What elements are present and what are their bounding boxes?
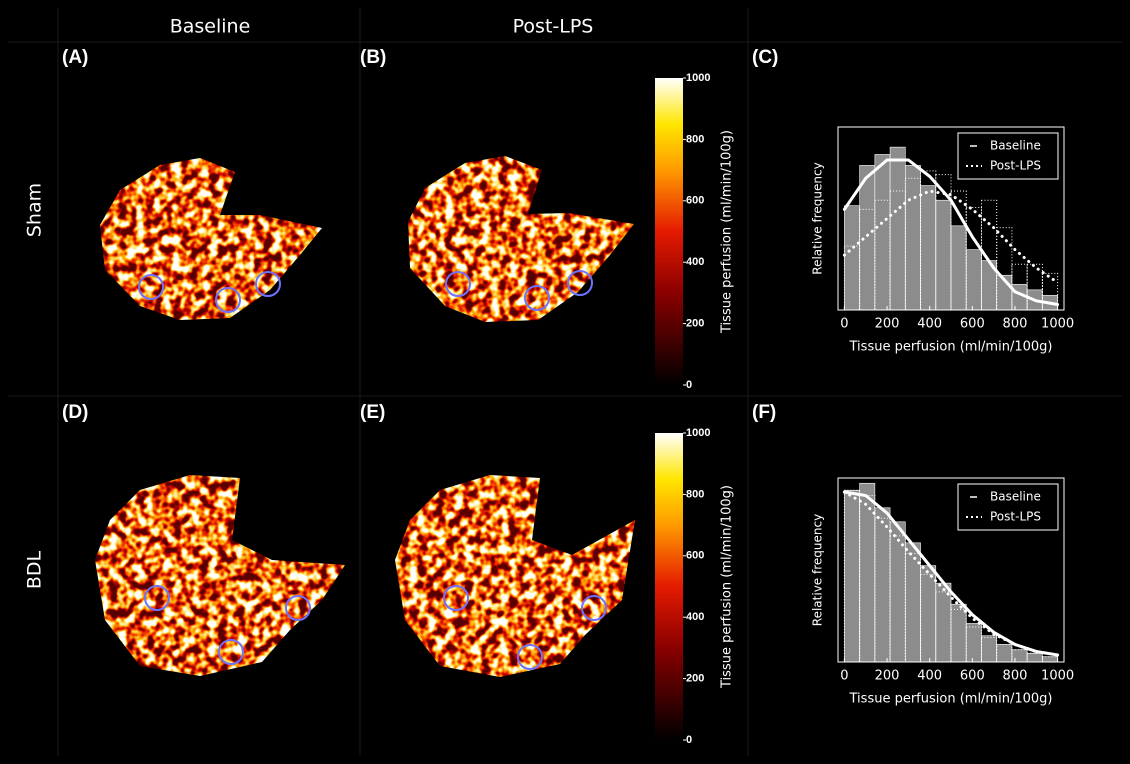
x-tick-label: 0 — [840, 669, 848, 684]
x-tick-label: 0 — [840, 317, 848, 332]
plot-frame — [837, 126, 1065, 311]
panel-grid — [8, 8, 1122, 756]
colorbar-tick-label: 0 — [686, 734, 692, 746]
x-tick-label: 800 — [1003, 669, 1028, 684]
legend-box — [957, 132, 1059, 180]
histogram-bar — [996, 644, 1013, 663]
column-header: Baseline — [170, 16, 251, 38]
legend-label: Post-LPS — [990, 510, 1041, 524]
x-axis-label: Tissue perfusion (ml/min/100g) — [849, 340, 1053, 355]
histogram-bar — [950, 225, 967, 311]
legend-label: Post-LPS — [990, 159, 1041, 173]
colorbar-tick-label: 400 — [686, 256, 704, 268]
histogram-outline — [965, 207, 982, 311]
panel-label: (D) — [62, 402, 88, 423]
histogram-outline — [1026, 263, 1043, 311]
histogram-outline — [843, 245, 861, 311]
x-tick-label: 400 — [917, 669, 942, 684]
x-tick-label: 200 — [875, 317, 900, 332]
colorbar-tick-label: 1000 — [686, 72, 710, 84]
histogram-bar — [905, 165, 921, 311]
colorbar-tick-label: 600 — [686, 195, 704, 207]
plot-frame — [837, 477, 1065, 663]
legend-label: Baseline — [990, 490, 1041, 504]
histogram-outline — [935, 591, 952, 663]
colorbar-tick-label: 800 — [686, 133, 704, 145]
panel-label: (B) — [360, 47, 386, 68]
colorbar-tick-label: 1000 — [686, 427, 710, 439]
histogram-bar — [844, 205, 860, 311]
x-tick-label: 1000 — [1041, 317, 1074, 332]
x-tick-label: 600 — [960, 317, 985, 332]
histogram-bar — [889, 521, 906, 663]
row-header: Sham — [24, 183, 46, 237]
histogram-bar — [965, 623, 982, 663]
x-tick-label: 200 — [875, 669, 900, 684]
histogram-bar — [920, 565, 937, 663]
colorbar-tick-label: 600 — [686, 550, 704, 562]
colorbar — [655, 78, 683, 385]
histogram-bar — [981, 635, 997, 663]
x-axis-label: Tissue perfusion (ml/min/100g) — [849, 692, 1053, 707]
x-tick-label: 1000 — [1041, 669, 1074, 684]
fit-curve — [842, 189, 1060, 285]
histogram-bar — [859, 482, 876, 663]
colorbar-tick-label: 0 — [686, 379, 692, 391]
colorbar-label: Tissue perfusion (ml/min/100g) — [720, 130, 735, 334]
panel-label: (E) — [360, 402, 385, 423]
histogram-bar — [1011, 649, 1028, 663]
histogram-outline — [1041, 272, 1059, 311]
histogram-outline — [904, 177, 922, 311]
histogram-bar — [950, 603, 967, 663]
row-header: BDL — [24, 550, 46, 589]
column-header: Post-LPS — [513, 16, 594, 38]
histogram-bar — [1026, 652, 1043, 663]
histogram-bar — [920, 185, 937, 311]
x-tick-label: 600 — [960, 669, 985, 684]
panel-label: (F) — [752, 402, 776, 423]
colorbar-tick-label: 400 — [686, 611, 704, 623]
panel-label: (C) — [752, 47, 778, 68]
histogram-outline — [843, 489, 861, 663]
colorbar-tick-label: 200 — [686, 673, 704, 685]
histogram-bar — [859, 165, 876, 311]
histogram-bar — [889, 146, 906, 311]
histogram-bar — [965, 249, 982, 311]
x-tick-label: 400 — [917, 317, 942, 332]
colorbar — [655, 433, 683, 740]
histogram-outline — [904, 552, 922, 663]
histogram-bar — [874, 507, 891, 663]
x-tick-label: 800 — [1003, 317, 1028, 332]
histogram-bar — [905, 542, 921, 663]
y-axis-label: Relative frequency — [811, 514, 825, 626]
colorbar-tick-label: 200 — [686, 318, 704, 330]
histogram-bar — [935, 199, 952, 311]
fit-curve — [842, 158, 1060, 307]
histogram-bar — [844, 489, 860, 663]
y-axis-label: Relative frequency — [811, 162, 825, 274]
roi-circles — [138, 270, 607, 670]
legend-box — [957, 483, 1059, 531]
legend-label: Baseline — [990, 139, 1041, 153]
colorbar-label: Tissue perfusion (ml/min/100g) — [720, 485, 735, 689]
histogram-bar — [874, 154, 891, 311]
panel-label: (A) — [62, 47, 88, 68]
fit-curve — [842, 490, 1060, 657]
histogram-outline — [889, 535, 906, 663]
colorbar-tick-label: 800 — [686, 488, 704, 500]
histogram-outline — [920, 170, 937, 311]
histogram-bar — [1042, 656, 1058, 663]
